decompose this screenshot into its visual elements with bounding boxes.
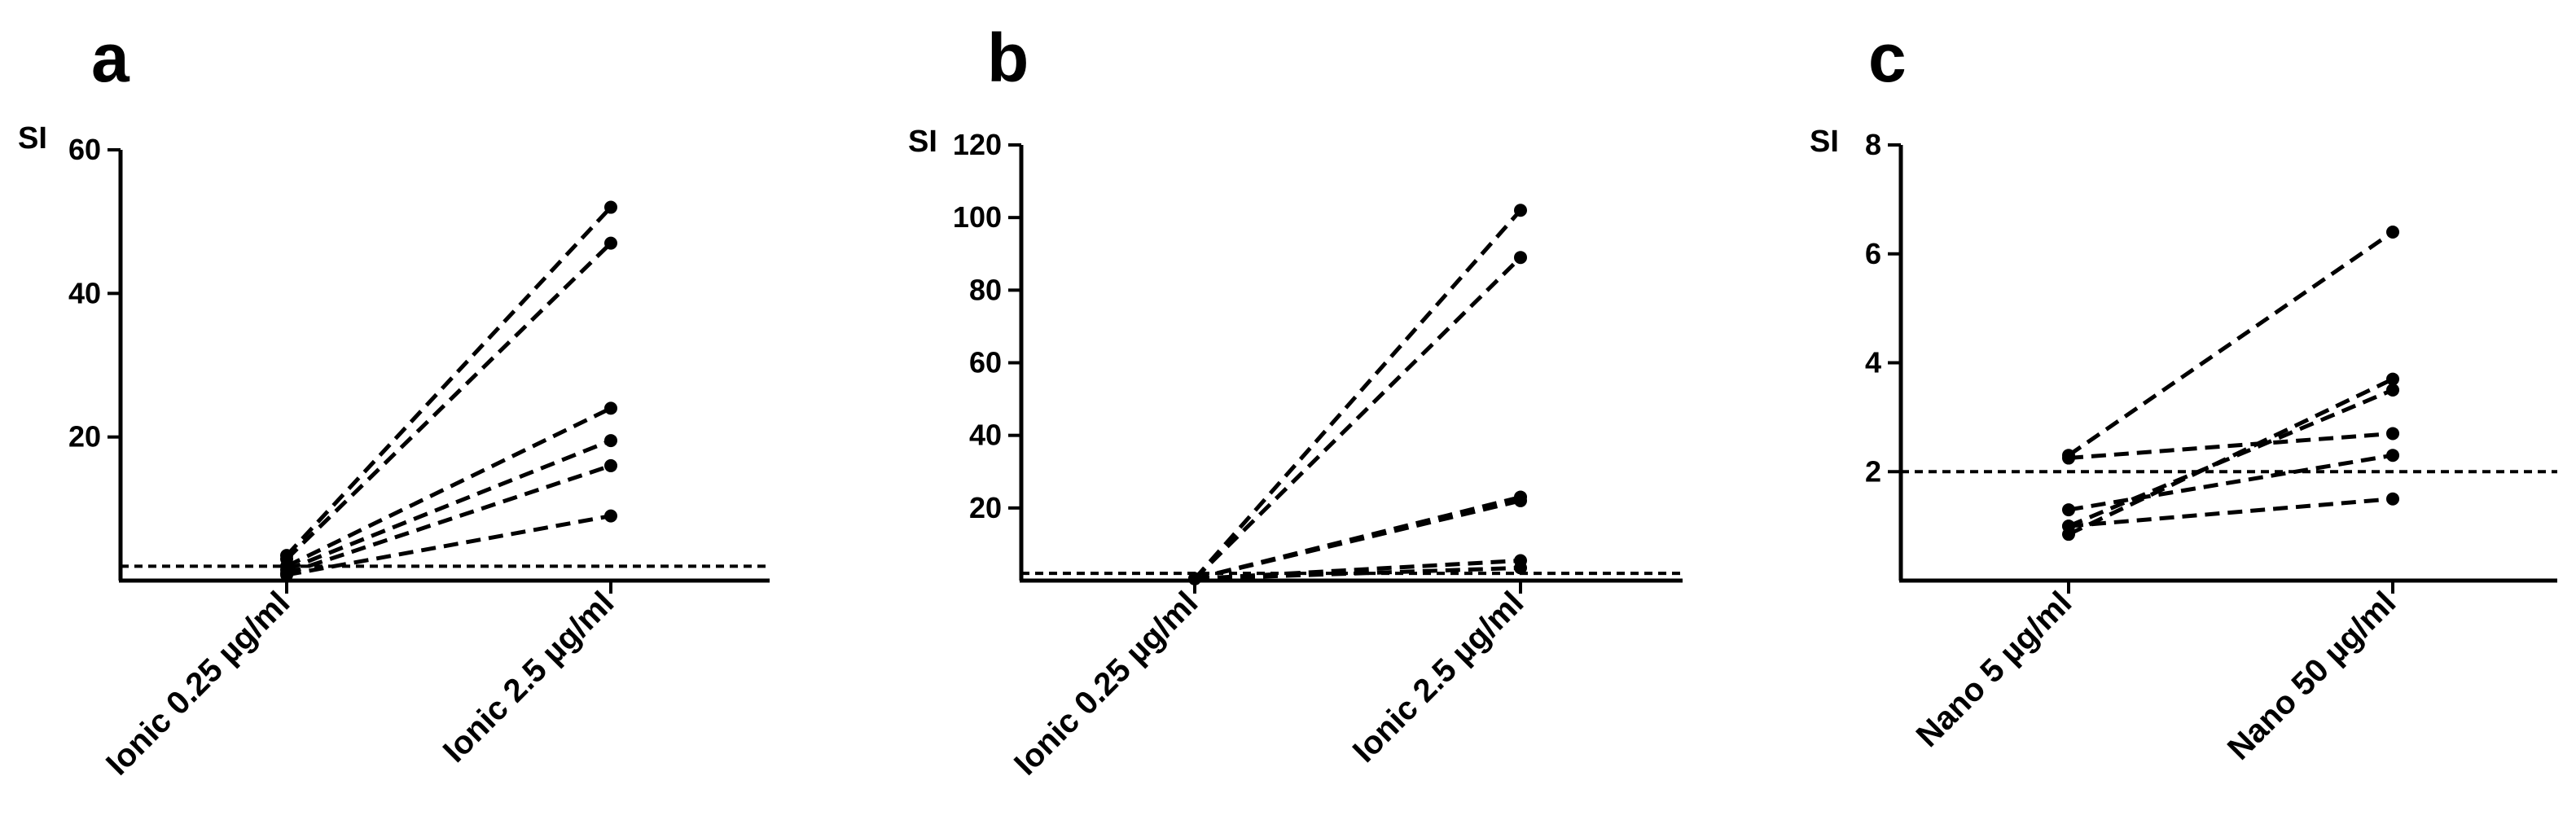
panel-a-ylabel: SI [18, 121, 47, 156]
panel-c-point [2062, 520, 2075, 533]
panel-b-series-line [1193, 256, 1522, 581]
panel-c-point [2386, 383, 2399, 397]
panel-a-series-line [285, 241, 612, 561]
panel-b-point [1514, 251, 1527, 265]
panel-c-point [2062, 451, 2075, 465]
panel-c-series-line [2068, 497, 2394, 528]
panel-b-point [1514, 204, 1527, 217]
panel-b-ytick-label: 80 [969, 273, 1002, 306]
panel-b-point [1514, 493, 1527, 507]
panel-a-series-line [285, 406, 612, 568]
panel-a-ytick-label: 20 [68, 420, 101, 454]
panel-c-ytick-label: 2 [1865, 454, 1881, 488]
panel-b-ytick-label: 20 [969, 491, 1002, 524]
panel-c-point [2386, 372, 2399, 386]
panel-c-series-line [2067, 230, 2394, 458]
panel-b-ylabel: SI [908, 125, 937, 159]
panel-a-series-line [286, 438, 612, 572]
panel-c-series-line [2068, 388, 2394, 528]
panel-c-point [2386, 427, 2399, 441]
panel-a-series-line [286, 463, 612, 576]
panel-b-ytick-label: 40 [969, 419, 1002, 452]
panel-a-point [604, 236, 617, 250]
panel-b-series-line [1194, 498, 1521, 581]
panel-a-series-line [285, 205, 612, 557]
panel-a-point [604, 434, 617, 448]
panel-b-series-line [1193, 208, 1522, 581]
panel-c-series-line [2068, 453, 2394, 512]
panel-b-ytick-label: 100 [953, 200, 1002, 234]
panel-c-series-line [2068, 431, 2394, 461]
panel-b-ytick-label: 120 [953, 128, 1002, 161]
panel-a-label: a [91, 20, 130, 96]
panel-a-point [604, 401, 617, 415]
panel-b-label: b [987, 20, 1029, 96]
panel-b-ytick-label: 60 [969, 346, 1002, 379]
panel-b-point [1514, 561, 1527, 575]
panel-c-ytick-label: 4 [1865, 346, 1881, 379]
panel-a-series-line [286, 514, 612, 577]
panel-b-point [1188, 572, 1201, 585]
panel-a-ytick-label: 40 [68, 276, 101, 309]
panel-c-series-line [2067, 377, 2394, 537]
panel-c-ylabel: SI [1810, 125, 1839, 159]
panel-c-ytick-label: 8 [1865, 128, 1881, 161]
panel-c-point [2386, 226, 2399, 239]
panel-c-point [2062, 503, 2075, 517]
panel-a-point [604, 200, 617, 214]
panel-a-point [280, 568, 293, 581]
panel-c-point [2386, 449, 2399, 463]
panel-a-point [604, 458, 617, 472]
panel-b-series-line [1194, 565, 1521, 581]
panel-c-point [2386, 492, 2399, 506]
panel-a-point [604, 509, 617, 523]
panel-a-ytick-label: 60 [68, 133, 101, 166]
panel-c-ytick-label: 6 [1865, 237, 1881, 270]
panel-c-label: c [1868, 20, 1907, 96]
